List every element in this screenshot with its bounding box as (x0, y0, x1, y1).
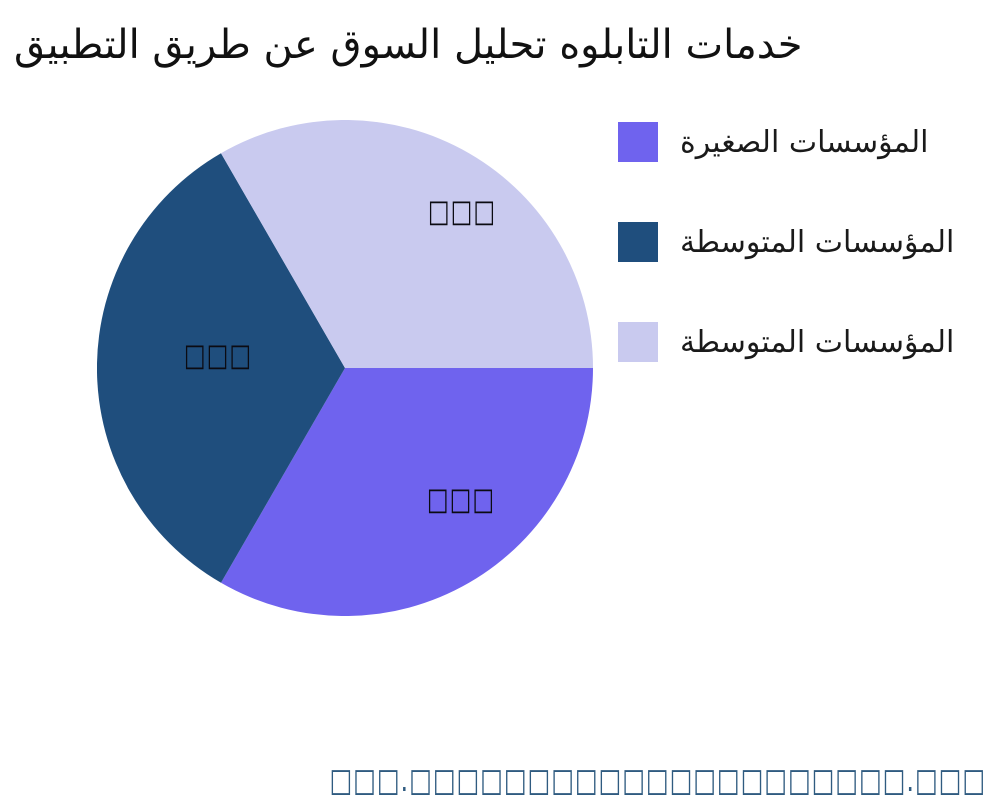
legend-swatch-dark-blue (618, 222, 658, 262)
pie-slice-medium-enterprises-2[interactable] (221, 120, 593, 368)
pie-svg (97, 120, 593, 616)
legend-item-medium-enterprises[interactable]: المؤسسات المتوسطة (618, 220, 1000, 264)
slice-label-purple: □□□ (427, 482, 495, 517)
pie-slice-small-enterprises[interactable] (221, 368, 593, 616)
watermark-url: □□□.□□□□□□□□□□□□□□□□□□□□□.□□□ (329, 761, 986, 799)
slice-label-purple-text: □□□ (426, 482, 496, 518)
slice-label-lavender: □□□ (428, 194, 496, 229)
legend-swatch-lavender (618, 322, 658, 362)
slice-label-lavender-text: □□□ (427, 194, 497, 230)
legend-item-small-enterprises[interactable]: المؤسسات الصغيرة (618, 120, 1000, 164)
pie-slice-medium-enterprises[interactable] (97, 153, 345, 583)
legend-label-medium-enterprises-2: المؤسسات المتوسطة (680, 324, 955, 360)
legend-label-small-enterprises: المؤسسات الصغيرة (680, 124, 929, 160)
legend-swatch-purple (618, 122, 658, 162)
slice-label-blue: □□□ (184, 338, 252, 373)
pie-chart: □□□ □□□ □□□ (97, 120, 593, 616)
legend-item-medium-enterprises-2[interactable]: المؤسسات المتوسطة (618, 320, 1000, 364)
slice-label-blue-text: □□□ (183, 338, 253, 374)
legend-label-medium-enterprises: المؤسسات المتوسطة (680, 224, 955, 260)
chart-title: خدمات التابلوه تحليل السوق عن طريق التطب… (14, 22, 803, 68)
legend: المؤسسات الصغيرة المؤسسات المتوسطة المؤس… (618, 120, 1000, 420)
watermark-url-text: □□□.□□□□□□□□□□□□□□□□□□□□□.□□□ (329, 761, 986, 799)
